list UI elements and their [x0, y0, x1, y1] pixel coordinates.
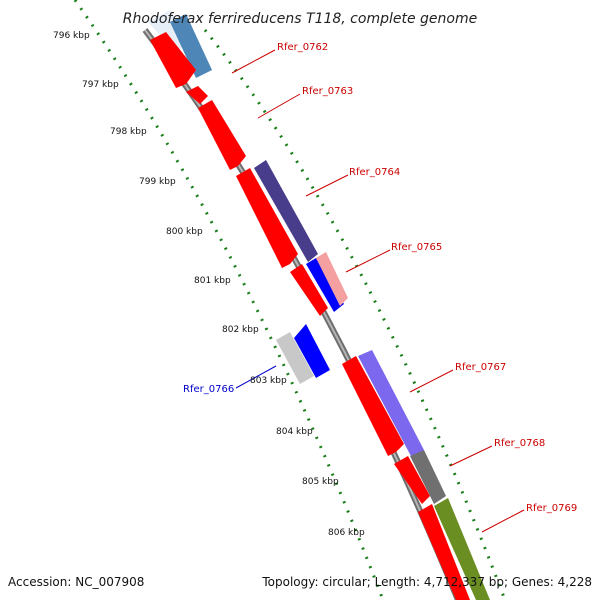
- tick-label-805: 805 kbp: [302, 477, 339, 487]
- map-title: Rhodoferax ferrireducens T118, complete …: [123, 11, 477, 27]
- gene-label-rfer-0767[interactable]: Rfer_0767: [455, 362, 506, 373]
- gene-label-rfer-0766[interactable]: Rfer_0766: [183, 384, 234, 395]
- leader-line-rfer-0768: [449, 445, 493, 467]
- leader-line-rfer-0763: [257, 93, 301, 119]
- gene-block-rfer-0768[interactable]: [394, 450, 446, 504]
- leader-line-rfer-0762: [231, 49, 276, 74]
- gene-label-rfer-0764[interactable]: Rfer_0764: [349, 167, 400, 178]
- gene-label-rfer-0762[interactable]: Rfer_0762: [277, 42, 328, 53]
- accession-text: Accession: NC_007908: [8, 575, 144, 589]
- outer-tick-track: [73, 0, 385, 600]
- gene-block-rfer-0767-strand[interactable]: [358, 350, 424, 458]
- genome-backbone: [142, 28, 462, 600]
- gene-label-rfer-0765[interactable]: Rfer_0765: [391, 242, 442, 253]
- gene-block-rfer-0765[interactable]: [290, 252, 348, 316]
- gene-block-rfer-0766[interactable]: [276, 324, 330, 384]
- gene-block-rfer-0764-strand[interactable]: [254, 160, 318, 262]
- topology-text: Topology: circular; Length: 4,712,337 bp…: [261, 575, 592, 589]
- gene-label-rfer-0763[interactable]: Rfer_0763: [302, 86, 353, 97]
- tick-label-804: 804 kbp: [276, 427, 313, 437]
- gene-block-rfer-0762-fwd[interactable]: [148, 10, 212, 78]
- leader-line-rfer-0766: [235, 365, 277, 389]
- tick-label-798: 798 kbp: [110, 127, 147, 137]
- tick-label-797: 797 kbp: [82, 80, 119, 90]
- gene-block-rfer-0763[interactable]: [198, 100, 246, 170]
- gene-block-rfer-0764[interactable]: [236, 168, 298, 268]
- gene-label-rfer-0769[interactable]: Rfer_0769: [526, 503, 577, 514]
- leader-line-rfer-0765: [345, 249, 391, 273]
- gene-block-rfer-0767[interactable]: [342, 356, 404, 456]
- tick-label-806: 806 kbp: [328, 528, 365, 538]
- tick-label-801: 801 kbp: [194, 276, 231, 286]
- tick-label-803: 803 kbp: [250, 376, 287, 386]
- tick-label-802: 802 kbp: [222, 325, 259, 335]
- leader-line-rfer-0769: [481, 509, 525, 533]
- leader-line-rfer-0764: [305, 174, 349, 197]
- gene-label-rfer-0768[interactable]: Rfer_0768: [494, 438, 545, 449]
- inner-tick-track: [203, 29, 507, 600]
- tick-label-799: 799 kbp: [139, 177, 176, 187]
- gene-block-rfer-0762[interactable]: [150, 32, 196, 88]
- tick-label-796: 796 kbp: [53, 31, 90, 41]
- leader-line-rfer-0767: [409, 369, 454, 393]
- gene-block-rfer-0769[interactable]: [418, 498, 490, 600]
- tick-label-800: 800 kbp: [166, 227, 203, 237]
- gene-block-rfer-0763-a[interactable]: [186, 86, 208, 104]
